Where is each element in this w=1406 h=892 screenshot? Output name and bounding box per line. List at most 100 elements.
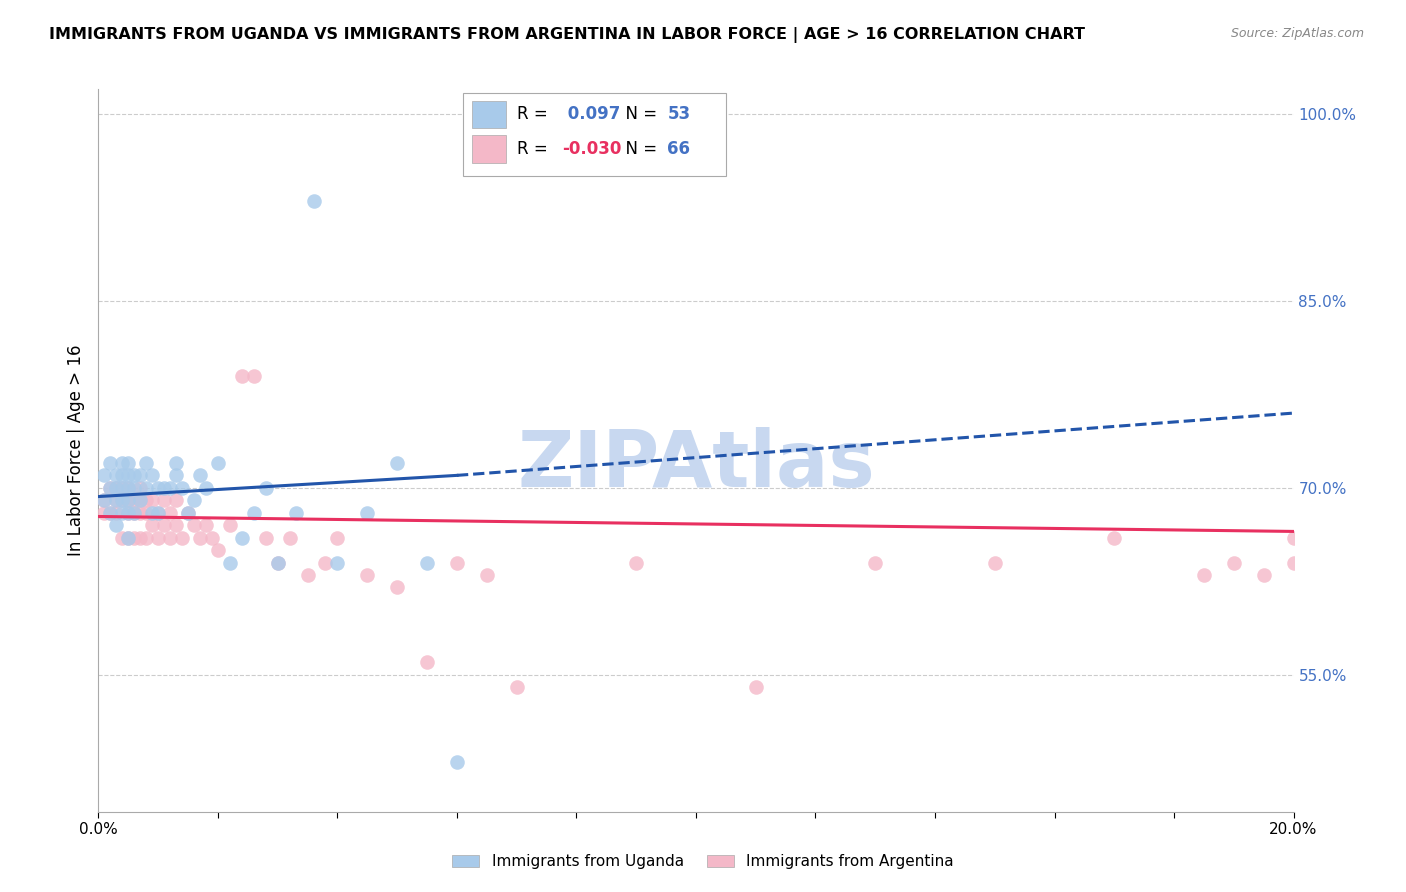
Point <box>117 506 139 520</box>
Point <box>1253 568 1275 582</box>
Point <box>129 468 152 483</box>
Point <box>105 493 128 508</box>
Point <box>148 506 170 520</box>
Point <box>93 493 115 508</box>
Point <box>159 506 181 520</box>
Point <box>165 518 187 533</box>
Point <box>105 506 128 520</box>
Text: 0.097: 0.097 <box>562 105 620 123</box>
Point <box>302 194 325 209</box>
Text: 66: 66 <box>668 140 690 158</box>
Text: N =: N = <box>614 105 662 123</box>
Point <box>188 531 211 545</box>
Point <box>385 581 409 595</box>
Point <box>111 493 134 508</box>
Point <box>98 506 122 520</box>
Point <box>177 506 200 520</box>
Point <box>117 531 139 545</box>
Point <box>135 531 157 545</box>
Point <box>159 531 181 545</box>
Point <box>356 506 378 520</box>
Point <box>165 468 187 483</box>
Point <box>93 506 115 520</box>
Text: Source: ZipAtlas.com: Source: ZipAtlas.com <box>1230 27 1364 40</box>
Point <box>135 506 157 520</box>
Point <box>153 481 176 495</box>
Point <box>117 481 139 495</box>
Point <box>356 568 378 582</box>
Text: R =: R = <box>517 140 553 158</box>
FancyBboxPatch shape <box>472 136 506 163</box>
Point <box>117 493 139 508</box>
Text: ZIPAtlas: ZIPAtlas <box>517 427 875 503</box>
Y-axis label: In Labor Force | Age > 16: In Labor Force | Age > 16 <box>66 344 84 557</box>
Point <box>111 468 134 483</box>
Point <box>165 493 187 508</box>
Point <box>984 556 1007 570</box>
Point <box>243 506 266 520</box>
Point <box>188 468 211 483</box>
Point <box>506 680 529 694</box>
Point <box>129 506 152 520</box>
Legend: Immigrants from Uganda, Immigrants from Argentina: Immigrants from Uganda, Immigrants from … <box>446 848 960 875</box>
Point <box>124 493 146 508</box>
Point <box>172 531 194 545</box>
Point <box>159 481 181 495</box>
Point <box>117 506 139 520</box>
Point <box>141 506 163 520</box>
Point <box>1282 556 1305 570</box>
Point <box>117 531 139 545</box>
Point <box>231 531 253 545</box>
Point <box>326 556 349 570</box>
Point <box>243 368 266 383</box>
Point <box>98 481 122 495</box>
FancyBboxPatch shape <box>463 93 725 176</box>
Point <box>148 531 170 545</box>
Point <box>385 456 409 470</box>
Point <box>148 506 170 520</box>
Point <box>315 556 337 570</box>
Text: -0.030: -0.030 <box>562 140 621 158</box>
Point <box>278 531 301 545</box>
Point <box>416 556 439 570</box>
Point <box>865 556 887 570</box>
Point <box>111 481 134 495</box>
Point <box>111 456 134 470</box>
Point <box>231 368 253 383</box>
Point <box>165 456 187 470</box>
Point <box>117 481 139 495</box>
Point <box>124 481 146 495</box>
Point <box>93 468 115 483</box>
Point <box>183 518 205 533</box>
Point <box>284 506 307 520</box>
Point <box>141 468 163 483</box>
FancyBboxPatch shape <box>472 101 506 128</box>
Point <box>326 531 349 545</box>
Point <box>745 680 768 694</box>
Point <box>177 506 200 520</box>
Point <box>111 481 134 495</box>
Point <box>207 543 229 558</box>
Point <box>117 456 139 470</box>
Text: 53: 53 <box>668 105 690 123</box>
Point <box>219 518 242 533</box>
Point <box>129 481 152 495</box>
Text: N =: N = <box>614 140 662 158</box>
Point <box>105 481 128 495</box>
Point <box>111 506 134 520</box>
Point <box>148 481 170 495</box>
Point <box>201 531 224 545</box>
Point <box>135 493 157 508</box>
Point <box>105 518 128 533</box>
Point <box>267 556 290 570</box>
Point <box>129 531 152 545</box>
Point <box>98 456 122 470</box>
Point <box>117 468 139 483</box>
Point <box>105 481 128 495</box>
Point <box>254 481 277 495</box>
Point <box>117 493 139 508</box>
Point <box>129 493 152 508</box>
Point <box>183 493 205 508</box>
Point <box>98 481 122 495</box>
Point <box>111 493 134 508</box>
